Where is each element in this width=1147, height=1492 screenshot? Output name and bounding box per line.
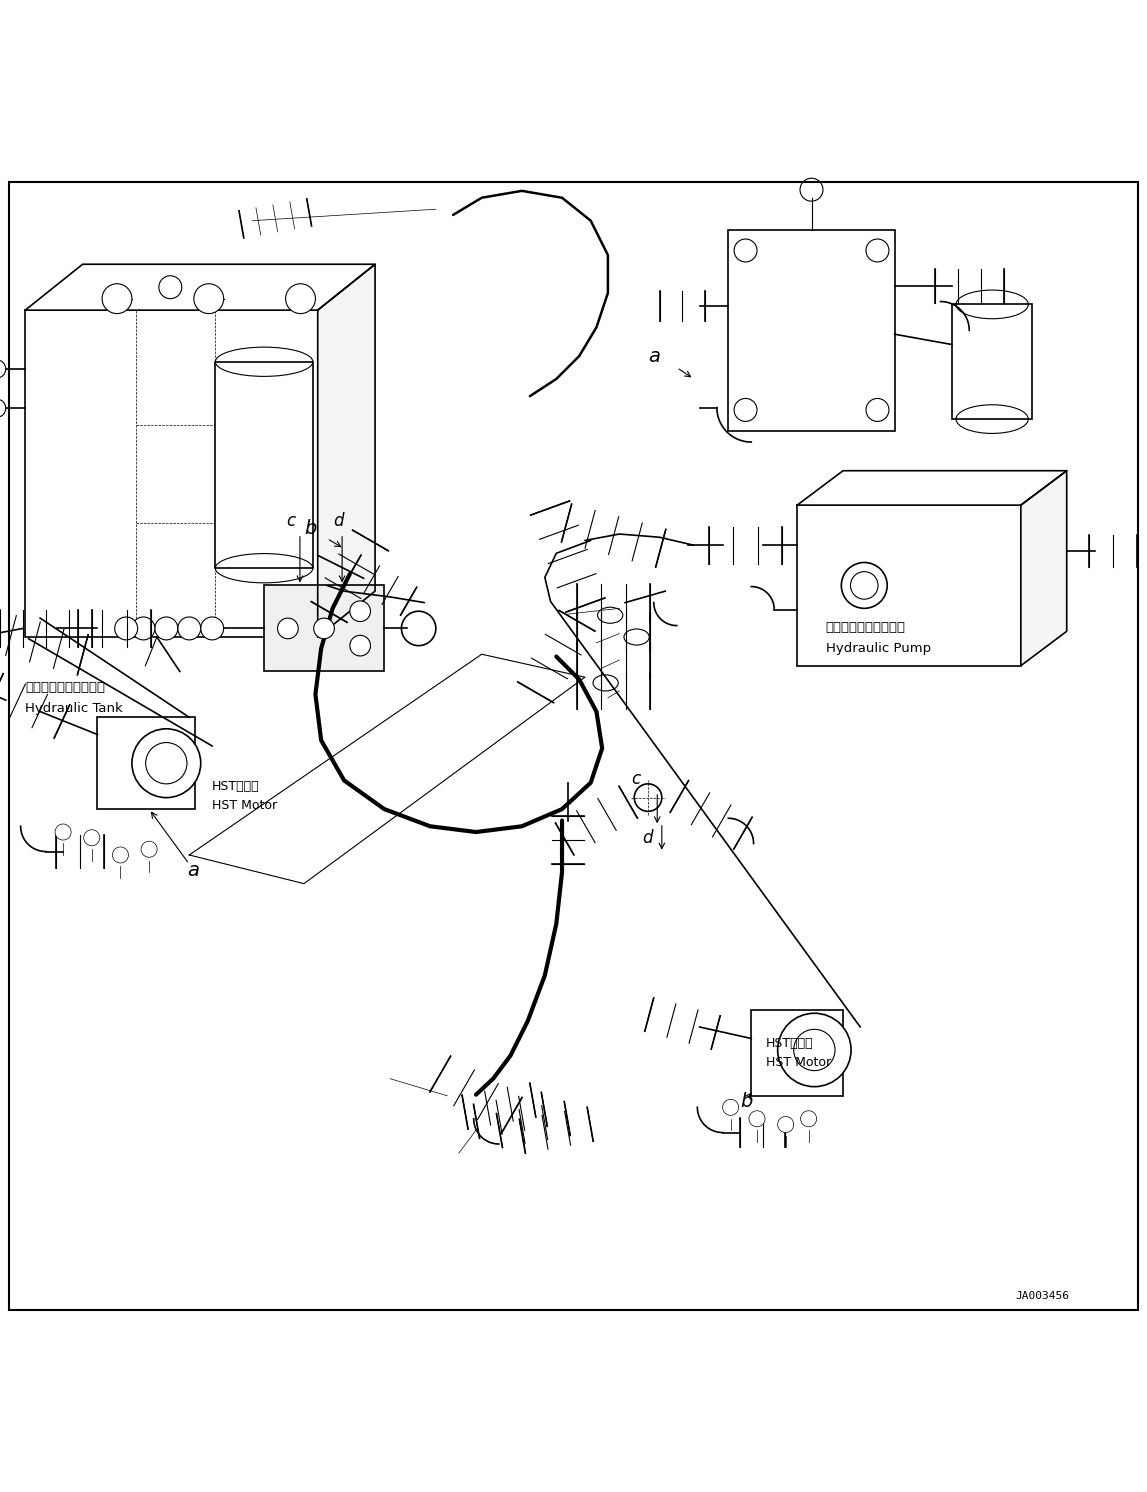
Circle shape xyxy=(749,1110,765,1126)
Bar xyxy=(97,718,195,809)
Text: Hydraulic Tank: Hydraulic Tank xyxy=(25,701,123,715)
Bar xyxy=(797,506,1021,665)
Bar xyxy=(751,1010,843,1095)
Text: d: d xyxy=(333,512,343,530)
Text: c: c xyxy=(631,770,640,788)
Circle shape xyxy=(102,283,132,313)
Polygon shape xyxy=(318,264,375,637)
Circle shape xyxy=(778,1013,851,1086)
Bar xyxy=(728,230,895,431)
Text: c: c xyxy=(287,512,295,530)
Circle shape xyxy=(55,824,71,840)
Circle shape xyxy=(778,1116,794,1132)
Bar xyxy=(216,361,313,568)
Text: a: a xyxy=(648,346,660,366)
Circle shape xyxy=(801,1110,817,1126)
Circle shape xyxy=(84,830,100,846)
Bar xyxy=(952,304,1032,419)
Circle shape xyxy=(201,618,224,640)
Circle shape xyxy=(0,360,6,377)
Circle shape xyxy=(0,398,6,418)
Text: HSTモータ: HSTモータ xyxy=(766,1037,814,1049)
Circle shape xyxy=(132,728,201,798)
Polygon shape xyxy=(797,470,1067,506)
Circle shape xyxy=(841,562,888,609)
Bar xyxy=(264,585,384,671)
Circle shape xyxy=(194,283,224,313)
Text: ハイドロリックポンプ: ハイドロリックポンプ xyxy=(826,621,906,634)
Text: ハイドロリックタンク: ハイドロリックタンク xyxy=(25,680,106,694)
Polygon shape xyxy=(25,264,375,310)
Text: b: b xyxy=(304,519,317,537)
Text: b: b xyxy=(740,1092,752,1112)
Polygon shape xyxy=(1021,470,1067,665)
Circle shape xyxy=(278,618,298,639)
Bar xyxy=(25,310,318,637)
Circle shape xyxy=(155,618,178,640)
Circle shape xyxy=(314,618,335,639)
Circle shape xyxy=(178,618,201,640)
Circle shape xyxy=(141,841,157,858)
Circle shape xyxy=(350,601,370,622)
Circle shape xyxy=(350,636,370,656)
Circle shape xyxy=(112,847,128,862)
Circle shape xyxy=(132,618,155,640)
Circle shape xyxy=(723,1100,739,1116)
Circle shape xyxy=(115,618,138,640)
Text: Hydraulic Pump: Hydraulic Pump xyxy=(826,642,931,655)
Circle shape xyxy=(286,283,315,313)
Text: a: a xyxy=(187,861,198,880)
Text: JA003456: JA003456 xyxy=(1015,1291,1069,1301)
Text: d: d xyxy=(642,830,653,847)
Text: HSTモータ: HSTモータ xyxy=(212,780,260,792)
Text: HST Motor: HST Motor xyxy=(766,1056,832,1068)
Text: HST Motor: HST Motor xyxy=(212,800,278,812)
